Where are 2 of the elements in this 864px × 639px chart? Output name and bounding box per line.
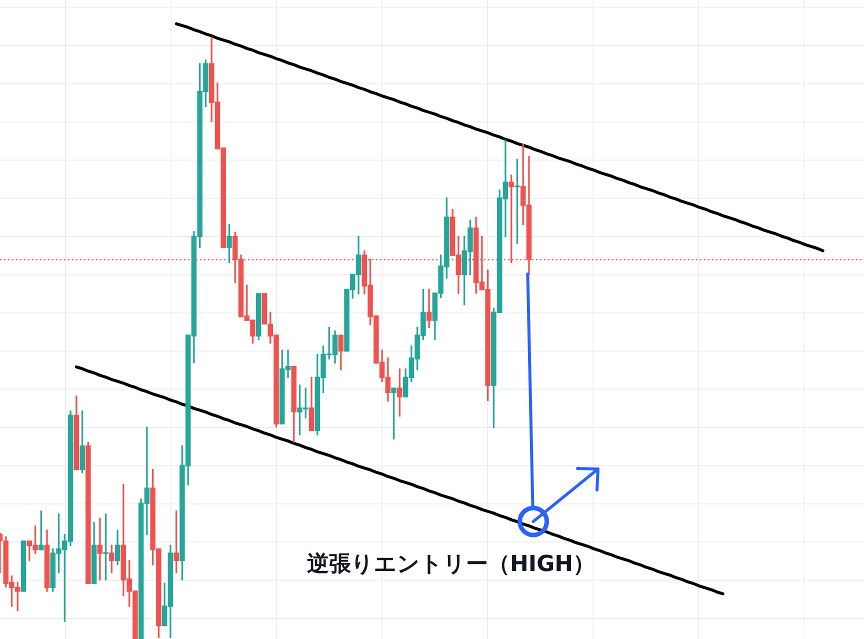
annotation: 逆張りエントリー（HIGH）: [307, 552, 596, 578]
candlestick: [426, 288, 432, 328]
